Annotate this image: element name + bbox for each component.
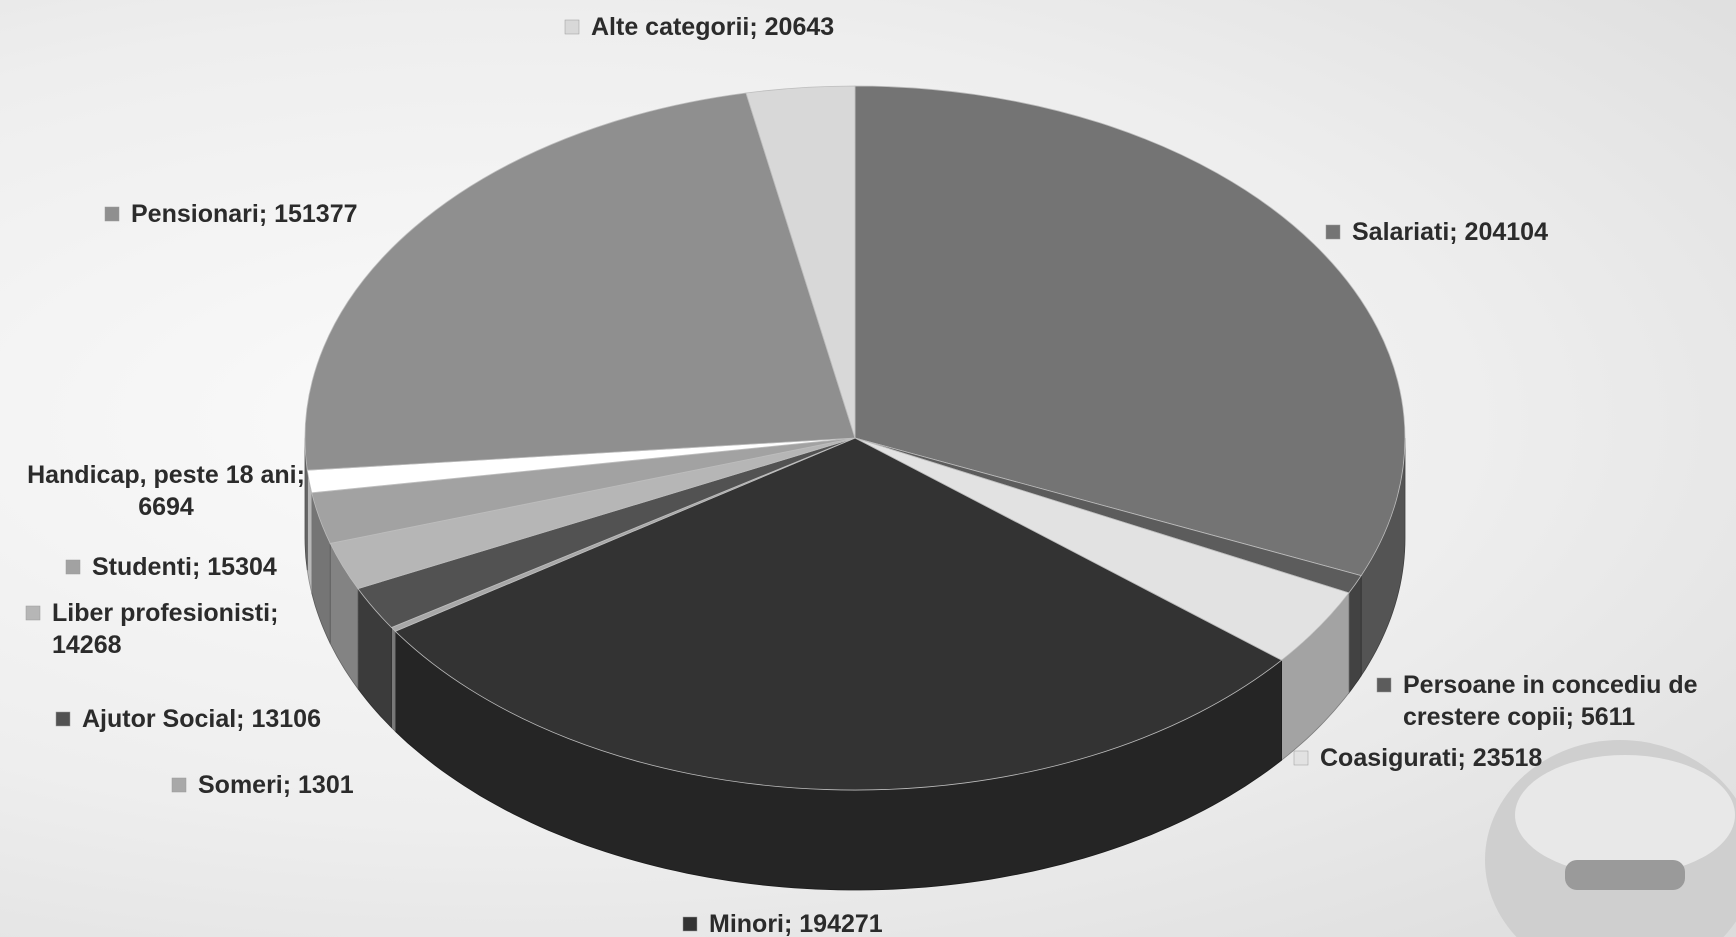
data-label-salariati: Salariati; 204104: [1352, 218, 1548, 246]
figure-cap-icon: [1515, 755, 1735, 875]
legend-marker-studenti: [65, 559, 81, 575]
data-label-pensionari: Pensionari; 151377: [131, 200, 358, 228]
pie-slice-pensionari: [304, 92, 856, 471]
data-label-minori: Minori; 194271: [709, 910, 883, 937]
data-label-persoane-in-concediu-de-crestere-copii: Persoane in concediu de crestere copii; 5…: [1403, 671, 1698, 731]
legend-marker-alte-categorii: [564, 19, 580, 35]
legend-marker-minori: [682, 916, 698, 932]
legend-marker-coasigurati: [1293, 750, 1309, 766]
data-label-studenti: Studenti; 15304: [92, 553, 277, 581]
pie-slice-minori: [394, 437, 1283, 791]
data-label-handicap-peste-18-ani: Handicap, peste 18 ani; 6694: [27, 461, 305, 521]
pie-slice-alte-categorii: [745, 85, 856, 439]
figure-goggles-icon: [1565, 860, 1685, 890]
legend-marker-pensionari: [104, 206, 120, 222]
pie-side-persoane-in-concediu-de-crestere-copii: [1348, 574, 1362, 695]
legend-marker-someri: [171, 777, 187, 793]
legend-marker-liber-profesionisti: [25, 605, 41, 621]
pie-slice-salariati: [854, 85, 1406, 577]
data-label-someri: Someri; 1301: [198, 771, 354, 799]
legend-marker-salariati: [1325, 224, 1341, 240]
slice-labels: Salariati; 204104 Persoane in concediu de…: [25, 13, 1698, 937]
data-label-coasigurati: Coasigurati; 23518: [1320, 744, 1542, 772]
background-figure: [1485, 740, 1736, 937]
pie-tops: [304, 85, 1406, 791]
data-label-alte-categorii: Alte categorii; 20643: [591, 13, 834, 41]
data-label-ajutor-social: Ajutor Social; 13106: [82, 705, 321, 733]
legend-marker-persoane-in-concediu-de-crestere-copii: [1376, 677, 1392, 693]
data-label-liber-profesionisti: Liber profesionisti; 14268: [52, 599, 278, 659]
legend-marker-ajutor-social: [55, 711, 71, 727]
pie-sides: [304, 437, 1406, 891]
pie-side-someri: [391, 626, 396, 733]
